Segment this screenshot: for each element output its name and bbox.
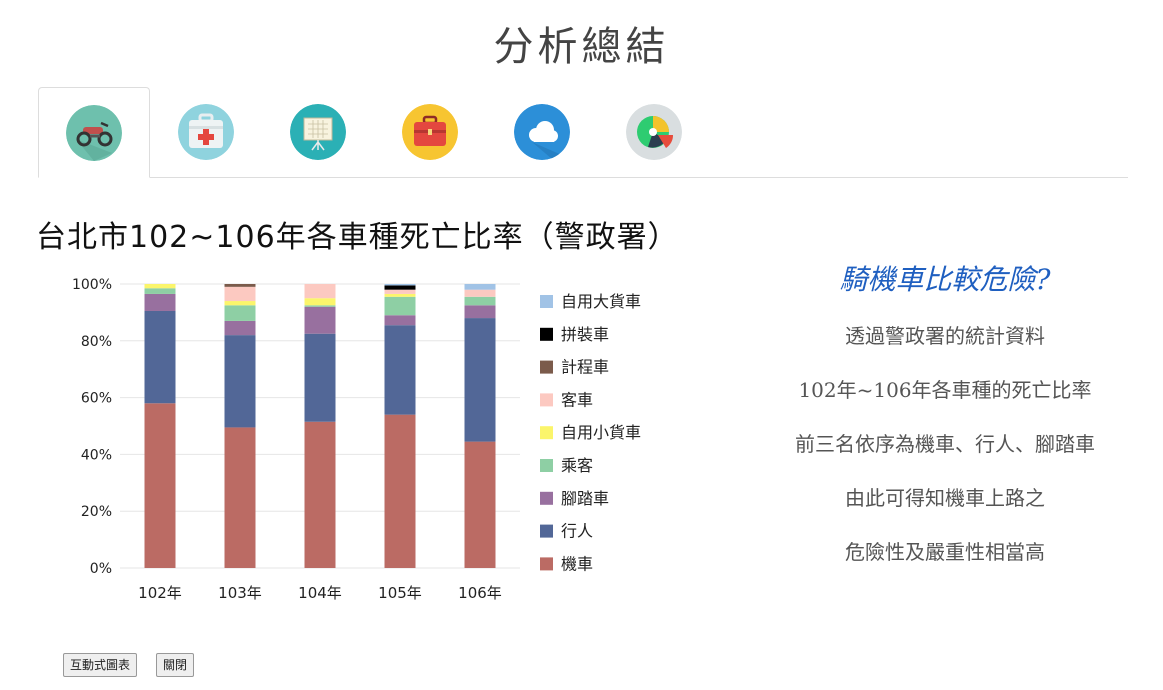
y-tick-label: 20%: [81, 504, 112, 520]
bar-segment: [304, 305, 336, 307]
x-tick-label: 106年: [458, 584, 502, 602]
legend-label: 自用小貨車: [561, 423, 641, 442]
legend-label: 腳踏車: [561, 489, 609, 508]
stacked-percent-bar-chart: 0% 20% 40% 60% 80% 100% 102年 103年 104年 105年 106年 自用…: [72, 277, 641, 602]
bar-segment: [384, 289, 416, 294]
legend-swatch: [540, 295, 553, 308]
legend-swatch: [540, 459, 553, 472]
legend-swatch: [540, 524, 553, 538]
tab-briefcase[interactable]: [374, 87, 486, 177]
bar-segment: [384, 293, 416, 297]
bar-segment: [224, 286, 256, 302]
bar-segment: [464, 305, 496, 319]
bar-segment: [224, 301, 256, 306]
summary-line: 危險性及嚴重性相當高: [845, 540, 1045, 564]
bar-segment: [304, 284, 336, 299]
y-tick-label: 60%: [81, 391, 112, 407]
legend-swatch: [540, 327, 553, 341]
bar-segment: [464, 296, 496, 306]
y-tick-label: 100%: [72, 277, 112, 293]
tab-first-aid[interactable]: [150, 87, 262, 177]
legend-label: 客車: [561, 390, 593, 409]
y-tick-label: 40%: [81, 447, 112, 463]
legend-swatch: [540, 360, 553, 374]
bar-segment: [384, 284, 416, 286]
chart-title: 台北市102~106年各車種死亡比率（警政署）: [36, 220, 679, 255]
legend-label: 自用大貨車: [561, 292, 641, 311]
x-tick-label: 104年: [298, 584, 342, 602]
bar-segment: [144, 310, 176, 404]
bar-segment: [224, 284, 256, 287]
tab-presentation[interactable]: [262, 87, 374, 177]
tab-motorcycle[interactable]: [38, 87, 150, 178]
bar-segment: [464, 318, 496, 442]
pie-chart-icon: [626, 104, 682, 160]
summary-line: 前三名依序為機車、行人、腳踏車: [795, 432, 1095, 456]
bar-segment: [384, 315, 416, 326]
presentation-board-icon: [290, 104, 346, 160]
bar-segment: [304, 298, 336, 306]
legend-label: 乘客: [561, 456, 593, 475]
bar-segment: [224, 335, 256, 428]
legend-label: 計程車: [561, 358, 609, 377]
bar-segment: [144, 288, 176, 294]
legend-swatch: [540, 491, 553, 505]
bar-segment: [384, 414, 416, 568]
page-title: 分析總結: [493, 24, 670, 70]
bar-segment: [144, 284, 176, 289]
bar-segment: [384, 285, 416, 290]
icon-tab-bar: [38, 87, 1128, 178]
cloud-icon: [514, 104, 570, 160]
legend-swatch: [540, 393, 553, 407]
bar-segment: [224, 305, 256, 321]
close-button[interactable]: 關閉: [156, 653, 195, 677]
x-tick-label: 103年: [218, 584, 262, 602]
briefcase-icon: [402, 104, 458, 160]
bar-segment: [464, 289, 496, 297]
summary-heading: 騎機車比較危險?: [839, 263, 1051, 296]
summary-line: 由此可得知機車上路之: [845, 486, 1045, 510]
bar-segment: [304, 306, 336, 334]
summary-line: 透過警政署的統計資料: [845, 324, 1045, 348]
x-tick-label: 102年: [138, 584, 182, 602]
bar-segment: [224, 427, 256, 568]
bar-segment: [384, 296, 416, 316]
y-tick-label: 0%: [90, 561, 112, 577]
y-tick-label: 80%: [81, 334, 112, 350]
summary-line: 102年~106年各車種的死亡比率: [798, 378, 1092, 402]
summary-panel: 騎機車比較危險? 透過警政署的統計資料 102年~106年各車種的死亡比率 前三…: [740, 258, 1150, 586]
tab-cloud[interactable]: [486, 87, 598, 177]
bar-segment: [464, 441, 496, 568]
bar-segment: [304, 421, 336, 568]
legend-label: 拼裝車: [561, 325, 609, 344]
bar-segment: [464, 284, 496, 290]
bar-segment: [304, 333, 336, 422]
x-tick-label: 105年: [378, 584, 422, 602]
legend-label: 機車: [561, 554, 593, 573]
first-aid-kit-icon: [178, 104, 234, 160]
bar-segment: [144, 403, 176, 568]
tab-pie-chart[interactable]: [598, 87, 710, 177]
bar-segment: [384, 325, 416, 415]
legend-label: 行人: [561, 522, 593, 541]
interactive-chart-button[interactable]: 互動式圖表: [63, 653, 138, 677]
bar-segment: [224, 320, 256, 336]
motorcycle-icon: [66, 104, 122, 161]
legend-swatch: [540, 557, 553, 571]
bar-segment: [144, 293, 176, 311]
legend-swatch: [540, 426, 553, 440]
